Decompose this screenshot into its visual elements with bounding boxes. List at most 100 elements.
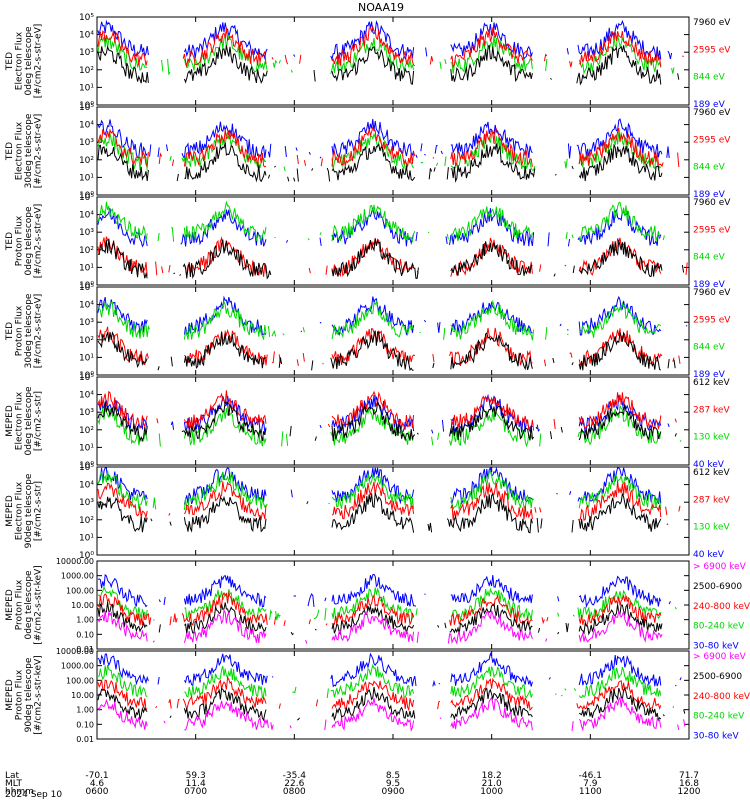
legend-entry: 844 eV [693, 73, 726, 83]
legend-entry: 7960 eV [693, 108, 731, 118]
legend-entry: 240-800 keV [693, 692, 750, 702]
x-tick-label: 11.4 [186, 779, 206, 789]
series-line-blue [98, 21, 687, 59]
y-axis-label: 90deg telescope [24, 473, 34, 548]
y-tick-label: 10⁴ [79, 301, 94, 311]
y-tick-label: 10³ [79, 138, 94, 148]
y-tick-label: 10¹ [79, 443, 94, 453]
legend-entry: 2500-6900 [693, 582, 742, 592]
legend-entry: 2595 eV [693, 135, 731, 145]
y-axis-label: Proton Flux [15, 305, 25, 356]
y-tick-label: 10¹ [79, 263, 94, 273]
legend-entry: 2595 eV [693, 45, 731, 55]
series-line-black [97, 238, 685, 280]
x-tick-label: 8.5 [386, 771, 400, 781]
legend-entry: 130 keV [693, 433, 730, 443]
y-tick-label: 10¹ [79, 353, 94, 363]
y-axis-label: 0deg telescope [24, 386, 34, 456]
y-tick-label: 10¹ [79, 533, 94, 543]
y-tick-label: 0.01 [76, 735, 94, 744]
y-axis-label: 0deg telescope [24, 206, 34, 276]
y-tick-label: 10² [79, 516, 94, 526]
legend-entry: 30-80 keV [693, 642, 739, 652]
series-line-blue [98, 574, 684, 607]
y-tick-label: 0.01 [76, 645, 94, 654]
x-tick-label: 71.7 [679, 771, 699, 781]
y-tick-label: 10⁰ [79, 551, 94, 561]
y-axis-label: MEPED [5, 405, 15, 437]
y-tick-label: 10³ [79, 48, 94, 58]
y-tick-label: 10³ [79, 228, 94, 238]
x-tick-label: 22.6 [284, 779, 304, 789]
y-axis-label: [#/cm2-s-str-eV] [34, 24, 44, 99]
y-axis-label: TED [5, 142, 15, 161]
y-tick-label: 10⁵ [79, 283, 94, 293]
y-tick-label: 10⁰ [79, 281, 94, 291]
y-tick-label: 100.00 [66, 676, 94, 685]
x-tick-label: 0900 [382, 787, 405, 797]
legend-entry: 844 eV [693, 163, 726, 173]
y-axis-label: 90deg telescope [24, 657, 34, 732]
x-tick-label: 9.5 [386, 779, 400, 789]
y-tick-label: 10² [79, 246, 94, 256]
x-tick-label: -70.1 [85, 771, 108, 781]
y-tick-label: 1000.00 [61, 572, 94, 581]
x-row-label: Lat [5, 771, 20, 781]
y-axis-label: TED [5, 232, 15, 251]
y-axis-label: 30deg telescope [24, 113, 34, 188]
y-tick-label: 10000.00 [56, 557, 94, 566]
y-tick-label: 10³ [79, 408, 94, 418]
y-tick-label: 10⁴ [79, 121, 94, 131]
series-line-blue [98, 654, 685, 687]
y-tick-label: 10⁵ [79, 373, 94, 383]
legend-entry: 40 keV [693, 550, 725, 560]
legend-entry: 189 eV [693, 100, 726, 110]
x-row-label: MLT [5, 779, 23, 789]
y-tick-label: 10⁵ [79, 103, 94, 113]
series-line-red [97, 25, 684, 69]
y-axis-label: [#/cm2-s-str-eV] [34, 294, 44, 369]
y-tick-label: 10⁰ [79, 191, 94, 201]
y-tick-label: 10⁰ [79, 371, 94, 381]
series-line-black [97, 330, 676, 372]
series-line-magenta [97, 696, 686, 733]
y-axis-label: Proton Flux [15, 579, 25, 630]
y-tick-label: 10² [79, 336, 94, 346]
y-tick-label: 1.00 [76, 706, 94, 715]
x-tick-label: 21.0 [482, 779, 502, 789]
legend-entry: 844 eV [693, 343, 726, 353]
y-axis-label: Electron Flux [15, 391, 25, 450]
legend-entry: 7960 eV [693, 288, 731, 298]
legend-entry: 7960 eV [693, 18, 731, 28]
y-axis-label: TED [5, 52, 15, 71]
legend-entry: 612 keV [693, 378, 730, 388]
legend-entry: 80-240 keV [693, 712, 745, 722]
legend-entry: 189 eV [693, 190, 726, 200]
legend-entry: 80-240 keV [693, 622, 745, 632]
x-tick-label: 59.3 [186, 771, 206, 781]
series-line-black [97, 686, 686, 722]
legend-entry: > 6900 keV [693, 562, 747, 572]
y-tick-label: 10¹ [79, 83, 94, 93]
x-tick-label: -46.1 [579, 771, 602, 781]
legend-entry: 2595 eV [693, 225, 731, 235]
y-tick-label: 10² [79, 66, 94, 76]
legend-entry: 2500-6900 [693, 672, 742, 682]
legend-entry: 130 keV [693, 523, 730, 533]
legend-entry: 30-80 keV [693, 732, 739, 742]
y-tick-label: 10² [79, 156, 94, 166]
x-row-label: hhmm [5, 787, 34, 797]
y-tick-label: 10⁵ [79, 13, 94, 23]
x-tick-label: 1000 [480, 787, 503, 797]
x-tick-label: 18.2 [482, 771, 502, 781]
y-axis-label: [#/cm2-s-str-keV] [34, 565, 44, 644]
y-tick-label: 10³ [79, 498, 94, 508]
y-tick-label: 10⁴ [79, 391, 94, 401]
y-axis-label: [#/cm2-s-str-eV] [34, 204, 44, 279]
x-tick-label: -35.4 [283, 771, 307, 781]
series-line-blue [97, 295, 688, 337]
y-axis-label: [#/cm2-s-str] [34, 391, 44, 451]
x-tick-label: 0600 [86, 787, 109, 797]
series-line-black [97, 400, 677, 443]
y-tick-label: 0.10 [76, 630, 94, 639]
